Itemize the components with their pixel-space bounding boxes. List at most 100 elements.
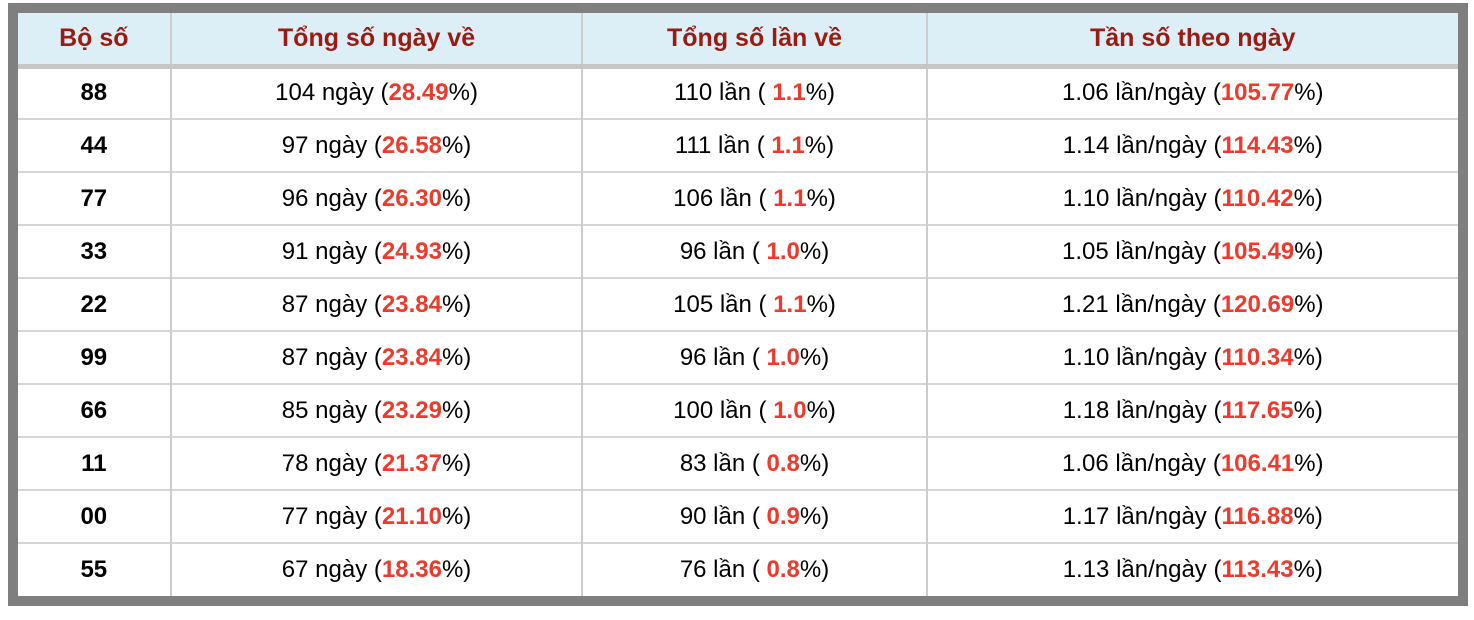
days-text: 96 ngày ( bbox=[281, 184, 382, 212]
cell-pair-code: 88 bbox=[18, 66, 171, 119]
frequency-text: 1.06 lần/ngày ( bbox=[1062, 79, 1221, 107]
times-percent-highlight: 1.1 bbox=[771, 131, 805, 159]
frequency-suffix: %) bbox=[1294, 79, 1324, 107]
cell-total-days: 87 ngày (23.84%) bbox=[169, 330, 583, 384]
table-row: 55 67 ngày (18.36%) 76 lần ( 0.8%) 1.13 lần… bbox=[18, 542, 1458, 596]
days-suffix: %) bbox=[448, 79, 478, 107]
table-row: 00 77 ngày (21.10%) 90 lần ( 0.9%) 1.17 lần… bbox=[18, 489, 1458, 543]
pair-code-value: 99 bbox=[80, 343, 108, 371]
times-text: 76 lần ( bbox=[679, 556, 767, 583]
times-percent-highlight: 1.1 bbox=[773, 184, 807, 212]
cell-total-times: 111 lần ( 1.1%) bbox=[581, 118, 927, 172]
frequency-suffix: %) bbox=[1293, 184, 1323, 212]
times-percent-highlight: 0.8 bbox=[766, 556, 800, 583]
days-suffix: %) bbox=[441, 343, 472, 371]
table-row: 66 85 ngày (23.29%) 100 lần ( 1.0%) 1.18 lầ… bbox=[18, 383, 1458, 437]
times-text: 106 lần ( bbox=[673, 184, 774, 212]
lottery-pair-statistics-table: Bộ số Tổng số ngày về Tổng số lần về Tần… bbox=[18, 13, 1458, 596]
cell-pair-code: 44 bbox=[18, 118, 171, 172]
days-text: 91 ngày ( bbox=[281, 237, 382, 265]
cell-total-days: 78 ngày (21.37%) bbox=[169, 436, 583, 490]
pair-code-value: 88 bbox=[80, 79, 108, 107]
table-row: 77 96 ngày (26.30%) 106 lần ( 1.1%) 1.10 lầ… bbox=[18, 171, 1458, 225]
frequency-suffix: %) bbox=[1293, 556, 1323, 583]
cell-daily-frequency: 1.06 lần/ngày (105.77%) bbox=[925, 66, 1458, 119]
cell-daily-frequency: 1.18 lần/ngày (117.65%) bbox=[925, 383, 1458, 437]
cell-daily-frequency: 1.17 lần/ngày (116.88%) bbox=[925, 489, 1458, 543]
cell-pair-code: 66 bbox=[18, 383, 171, 437]
times-percent-highlight: 1.0 bbox=[766, 343, 800, 371]
cell-total-times: 100 lần ( 1.0%) bbox=[581, 383, 927, 437]
times-suffix: %) bbox=[804, 131, 835, 159]
cell-total-days: 91 ngày (24.93%) bbox=[169, 224, 583, 278]
column-header-daily-frequency: Tần số theo ngày bbox=[925, 13, 1458, 69]
cell-total-times: 83 lần ( 0.8%) bbox=[581, 436, 927, 490]
cell-pair-code: 22 bbox=[18, 277, 171, 331]
frequency-suffix: %) bbox=[1294, 449, 1324, 477]
cell-pair-code: 99 bbox=[18, 330, 171, 384]
table-row: 22 87 ngày (23.84%) 105 lần ( 1.1%) 1.21 lầ… bbox=[18, 277, 1458, 331]
pair-code-value: 22 bbox=[80, 290, 108, 318]
times-percent-highlight: 1.1 bbox=[772, 79, 806, 107]
times-suffix: %) bbox=[799, 449, 830, 477]
days-percent-highlight: 26.58 bbox=[381, 131, 442, 159]
times-suffix: %) bbox=[806, 396, 836, 424]
days-suffix: %) bbox=[441, 396, 472, 424]
days-suffix: %) bbox=[441, 449, 472, 477]
times-text: 96 lần ( bbox=[679, 343, 767, 371]
days-text: 67 ngày ( bbox=[281, 556, 382, 583]
days-percent-highlight: 21.37 bbox=[381, 449, 442, 477]
days-suffix: %) bbox=[441, 184, 472, 212]
table-header: Bộ số Tổng số ngày về Tổng số lần về Tần… bbox=[18, 13, 1458, 69]
frequency-percent-highlight: 120.69 bbox=[1220, 290, 1295, 318]
header-row: Bộ số Tổng số ngày về Tổng số lần về Tần… bbox=[18, 13, 1458, 69]
cell-total-times: 106 lần ( 1.1%) bbox=[581, 171, 927, 225]
cell-total-days: 67 ngày (18.36%) bbox=[169, 542, 583, 596]
days-suffix: %) bbox=[441, 290, 472, 318]
times-suffix: %) bbox=[799, 502, 830, 530]
times-suffix: %) bbox=[799, 237, 830, 265]
days-suffix: %) bbox=[441, 131, 472, 159]
frequency-percent-highlight: 105.77 bbox=[1220, 79, 1295, 107]
column-header-pair: Bộ số bbox=[18, 13, 171, 69]
table-row: 11 78 ngày (21.37%) 83 lần ( 0.8%) 1.06 lần… bbox=[18, 436, 1458, 490]
table-row: 88 104 ngày (28.49%) 110 lần ( 1.1%) 1.06 l… bbox=[18, 66, 1458, 119]
frequency-text: 1.06 lần/ngày ( bbox=[1062, 449, 1221, 477]
frequency-percent-highlight: 116.88 bbox=[1221, 502, 1294, 530]
days-percent-highlight: 28.49 bbox=[388, 79, 449, 107]
table-row: 33 91 ngày (24.93%) 96 lần ( 1.0%) 1.05 lần… bbox=[18, 224, 1458, 278]
times-percent-highlight: 1.1 bbox=[773, 290, 807, 318]
frequency-suffix: %) bbox=[1293, 396, 1323, 424]
days-percent-highlight: 23.84 bbox=[381, 290, 442, 318]
cell-pair-code: 11 bbox=[18, 436, 171, 490]
statistics-table-frame: Bộ số Tổng số ngày về Tổng số lần về Tần… bbox=[8, 3, 1468, 606]
days-text: 97 ngày ( bbox=[281, 131, 382, 159]
column-header-total-times: Tổng số lần về bbox=[581, 13, 927, 69]
cell-total-days: 96 ngày (26.30%) bbox=[169, 171, 583, 225]
cell-total-times: 110 lần ( 1.1%) bbox=[581, 66, 927, 119]
times-text: 90 lần ( bbox=[679, 502, 767, 530]
frequency-text: 1.14 lần/ngày ( bbox=[1062, 131, 1222, 159]
frequency-text: 1.10 lần/ngày ( bbox=[1062, 343, 1222, 371]
times-percent-highlight: 0.9 bbox=[766, 502, 800, 530]
cell-daily-frequency: 1.05 lần/ngày (105.49%) bbox=[925, 224, 1458, 278]
frequency-suffix: %) bbox=[1293, 343, 1323, 371]
days-percent-highlight: 21.10 bbox=[381, 502, 442, 530]
frequency-suffix: %) bbox=[1294, 237, 1324, 265]
times-text: 110 lần ( bbox=[674, 79, 773, 107]
frequency-suffix: %) bbox=[1293, 502, 1323, 530]
pair-code-value: 77 bbox=[80, 184, 108, 212]
frequency-suffix: %) bbox=[1293, 131, 1323, 159]
days-suffix: %) bbox=[441, 556, 472, 583]
frequency-suffix: %) bbox=[1294, 290, 1324, 318]
times-text: 83 lần ( bbox=[679, 449, 767, 477]
pair-code-value: 66 bbox=[80, 396, 108, 424]
times-suffix: %) bbox=[806, 290, 836, 318]
pair-code-value: 33 bbox=[80, 237, 108, 265]
days-text: 78 ngày ( bbox=[281, 449, 382, 477]
column-header-total-days: Tổng số ngày về bbox=[169, 13, 583, 69]
times-text: 100 lần ( bbox=[673, 396, 774, 424]
cell-daily-frequency: 1.10 lần/ngày (110.34%) bbox=[925, 330, 1458, 384]
frequency-text: 1.13 lần/ngày ( bbox=[1062, 556, 1222, 583]
cell-total-times: 90 lần ( 0.9%) bbox=[581, 489, 927, 543]
